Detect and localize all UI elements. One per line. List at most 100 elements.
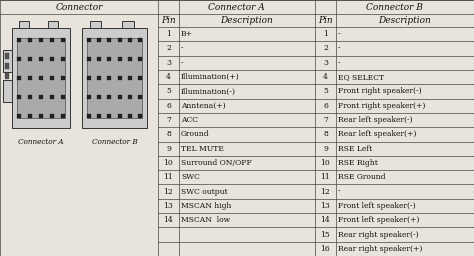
Text: 7: 7	[323, 116, 328, 124]
Bar	[128, 76, 132, 80]
Text: Anntena(+): Anntena(+)	[181, 102, 226, 110]
Bar	[12, 28, 70, 128]
Text: 2: 2	[323, 45, 328, 52]
Text: Illumination(+): Illumination(+)	[181, 73, 240, 81]
Bar	[17, 57, 21, 61]
Bar	[108, 38, 111, 42]
Text: Description: Description	[220, 16, 273, 25]
Text: 9: 9	[166, 145, 171, 153]
Text: RSE Right: RSE Right	[338, 159, 378, 167]
Bar	[28, 57, 32, 61]
Text: 8: 8	[166, 130, 171, 138]
Text: Rear left speaker(+): Rear left speaker(+)	[338, 130, 416, 138]
Bar	[19, 21, 29, 28]
Bar	[82, 28, 147, 128]
Text: Front left speaker(+): Front left speaker(+)	[338, 216, 419, 224]
Text: -: -	[338, 59, 341, 67]
Text: 10: 10	[164, 159, 173, 167]
Text: 16: 16	[320, 245, 330, 253]
Text: -: -	[338, 45, 341, 52]
Text: Front right speaker(-): Front right speaker(-)	[338, 87, 422, 95]
Text: RSE Ground: RSE Ground	[338, 173, 385, 181]
Bar	[97, 114, 101, 118]
Bar	[138, 57, 142, 61]
Text: 13: 13	[164, 202, 173, 210]
Text: B+: B+	[181, 30, 193, 38]
Text: Connector A: Connector A	[208, 3, 265, 12]
Bar	[122, 21, 134, 28]
Bar	[138, 38, 142, 42]
Text: 5: 5	[323, 87, 328, 95]
Text: 12: 12	[164, 188, 173, 196]
Text: Connector B: Connector B	[366, 3, 423, 12]
Text: -: -	[338, 30, 341, 38]
Text: Ground: Ground	[181, 130, 210, 138]
Bar	[50, 57, 54, 61]
Bar	[39, 95, 43, 99]
Text: Connector B: Connector B	[91, 138, 137, 146]
Text: 14: 14	[320, 216, 330, 224]
Text: 15: 15	[320, 231, 330, 239]
Text: 8: 8	[323, 130, 328, 138]
Text: EQ SELECT: EQ SELECT	[338, 73, 384, 81]
Text: 1: 1	[166, 30, 171, 38]
Text: -: -	[181, 45, 183, 52]
Bar	[39, 57, 43, 61]
Bar	[97, 57, 101, 61]
Text: Pin: Pin	[161, 16, 176, 25]
Text: 4: 4	[166, 73, 171, 81]
Bar	[108, 114, 111, 118]
Bar	[128, 95, 132, 99]
Bar	[17, 38, 21, 42]
Text: Connector A: Connector A	[18, 138, 64, 146]
Bar	[118, 95, 121, 99]
Bar	[128, 114, 132, 118]
Text: 13: 13	[320, 202, 330, 210]
Bar	[28, 114, 32, 118]
Text: -: -	[181, 59, 183, 67]
Bar	[118, 114, 121, 118]
Text: SWC: SWC	[181, 173, 200, 181]
Text: MSCAN  low: MSCAN low	[181, 216, 230, 224]
Text: ACC: ACC	[181, 116, 198, 124]
Text: 9: 9	[323, 145, 328, 153]
Text: Surround ON/OFF: Surround ON/OFF	[181, 159, 252, 167]
Bar	[90, 21, 101, 28]
Bar	[118, 76, 121, 80]
Text: 4: 4	[323, 73, 328, 81]
Text: 12: 12	[320, 188, 330, 196]
Text: TEL MUTE: TEL MUTE	[181, 145, 224, 153]
Bar	[61, 38, 65, 42]
Bar	[28, 76, 32, 80]
Bar	[128, 38, 132, 42]
Bar	[5, 63, 9, 69]
Bar	[97, 76, 101, 80]
Bar	[87, 114, 91, 118]
Text: Illumination(-): Illumination(-)	[181, 87, 236, 95]
Text: 14: 14	[164, 216, 173, 224]
Text: 1: 1	[323, 30, 328, 38]
Bar	[87, 38, 91, 42]
Bar	[87, 76, 91, 80]
Bar	[108, 95, 111, 99]
Bar	[5, 73, 9, 79]
Bar	[97, 38, 101, 42]
Text: Front right speaker(+): Front right speaker(+)	[338, 102, 425, 110]
Bar	[17, 95, 21, 99]
Bar	[39, 38, 43, 42]
Text: Rear right speaker(+): Rear right speaker(+)	[338, 245, 422, 253]
Text: 6: 6	[323, 102, 328, 110]
Text: 2: 2	[166, 45, 171, 52]
Text: RSE Left: RSE Left	[338, 145, 372, 153]
Text: 11: 11	[320, 173, 330, 181]
Text: 3: 3	[166, 59, 171, 67]
Text: Front left speaker(-): Front left speaker(-)	[338, 202, 416, 210]
Bar	[39, 76, 43, 80]
Text: Rear right speaker(-): Rear right speaker(-)	[338, 231, 419, 239]
Bar	[108, 76, 111, 80]
Bar	[61, 57, 65, 61]
Text: Pin: Pin	[318, 16, 333, 25]
Text: 10: 10	[320, 159, 330, 167]
Bar	[50, 76, 54, 80]
Bar	[87, 38, 142, 118]
